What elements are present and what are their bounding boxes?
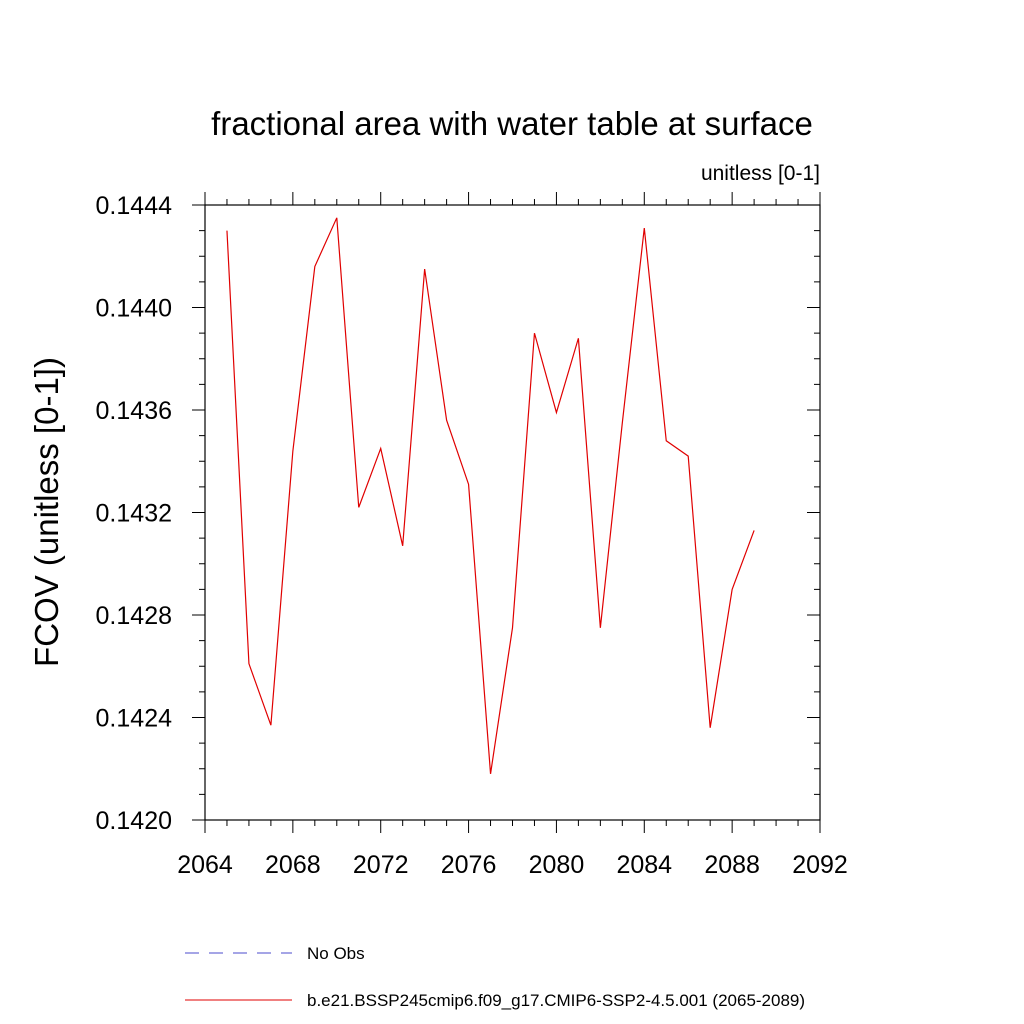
y-tick-label: 0.1432 [96, 500, 172, 528]
y-tick-label: 0.1440 [96, 295, 172, 323]
x-tick-label: 2064 [177, 851, 233, 879]
chart-title: fractional area with water table at surf… [211, 105, 813, 142]
legend: No Obs b.e21.BSSP245cmip6.f09_g17.CMIP6-S… [185, 944, 805, 1010]
tick-labels: 2064 2068 2072 2076 2080 2084 2088 2092 0.1420 0.… [96, 192, 848, 879]
y-tick-label: 0.1428 [96, 602, 172, 630]
y-tick-label: 0.1444 [96, 192, 173, 220]
x-tick-label: 2088 [704, 851, 760, 879]
plot-frame [204, 204, 821, 821]
y-axis-label: FCOV (unitless [0-1]) [28, 357, 65, 667]
chart-subtitle: unitless [0-1] [701, 162, 820, 185]
x-tick-label: 2092 [792, 851, 848, 879]
plot-series [226, 217, 755, 774]
x-tick-label: 2072 [353, 851, 409, 879]
x-tick-label: 2084 [616, 851, 672, 879]
series-line [226, 217, 755, 774]
y-tick-label: 0.1420 [96, 807, 172, 835]
x-tick-label: 2068 [265, 851, 321, 879]
y-tick-label: 0.1424 [96, 705, 173, 733]
x-tick-label: 2080 [529, 851, 585, 879]
legend-label: b.e21.BSSP245cmip6.f09_g17.CMIP6-SSP2-4.… [307, 991, 805, 1010]
legend-label: No Obs [307, 944, 365, 963]
y-tick-label: 0.1436 [96, 397, 172, 425]
x-tick-label: 2076 [441, 851, 497, 879]
